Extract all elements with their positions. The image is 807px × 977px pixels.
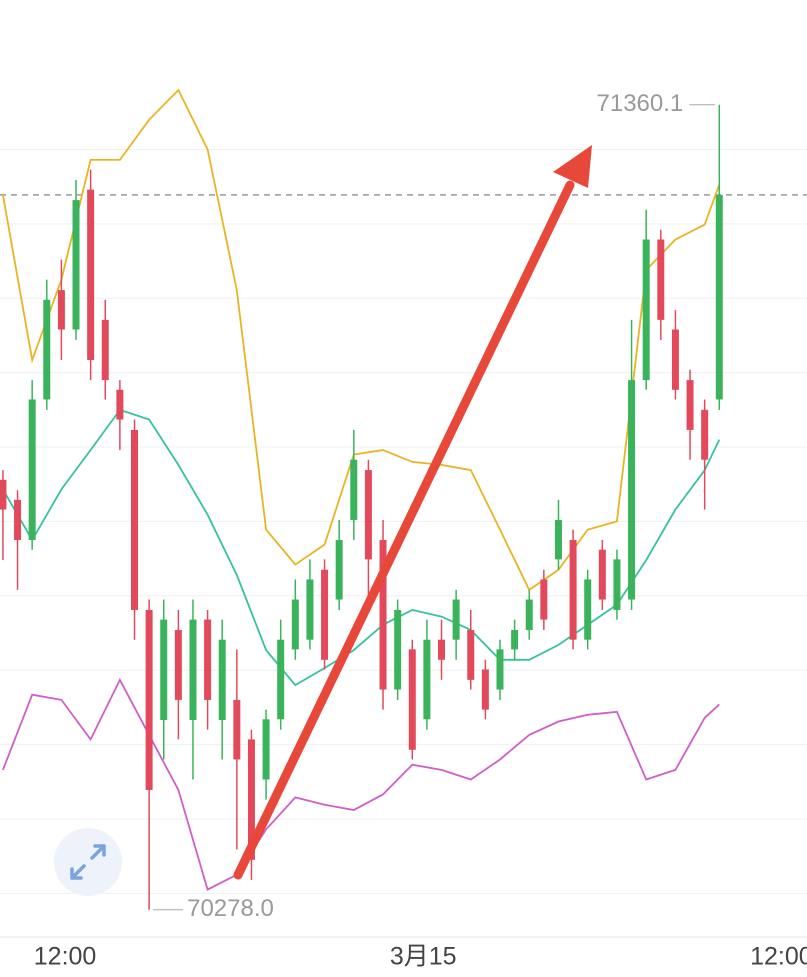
low-label: 70278.0 xyxy=(187,895,274,922)
candle-body xyxy=(306,579,314,640)
candle-body xyxy=(438,639,446,660)
candle-body xyxy=(496,649,504,690)
trend-arrow xyxy=(233,180,575,880)
x-tick-label: 12:00 xyxy=(34,943,97,971)
candle-body xyxy=(686,380,694,430)
x-tick-label: 3月15 xyxy=(390,943,457,971)
candle-body xyxy=(511,630,519,650)
candle-body xyxy=(291,599,299,650)
candle-body xyxy=(481,669,489,710)
candle-body xyxy=(701,409,709,460)
candle-body xyxy=(408,649,416,750)
candle-body xyxy=(116,389,124,420)
candle-body xyxy=(43,299,51,400)
candle-body xyxy=(598,549,606,600)
candle-body xyxy=(584,579,592,640)
candle-body xyxy=(145,609,153,790)
candle-body xyxy=(525,599,533,631)
candle-body xyxy=(28,399,36,541)
candle-body xyxy=(423,639,431,720)
candle-body xyxy=(247,739,255,860)
candle-body xyxy=(671,329,679,390)
indicator-line xyxy=(2,677,720,891)
candle-body xyxy=(540,579,548,620)
candle-body xyxy=(189,619,197,721)
candle-body xyxy=(613,559,621,610)
candle-body xyxy=(364,470,372,560)
candle-body xyxy=(72,200,80,330)
labels: 12:00 3月15 12:00 71360.1 70278.0 xyxy=(34,90,807,970)
candle-body xyxy=(554,519,562,560)
candle-body xyxy=(379,540,387,690)
candles xyxy=(0,104,723,910)
candle-body xyxy=(174,630,182,700)
candle-body xyxy=(452,599,460,640)
candle-body xyxy=(642,239,650,381)
indicator-line xyxy=(2,88,721,592)
high-label: 71360.1 xyxy=(597,90,684,117)
candle-body xyxy=(0,479,7,510)
grid xyxy=(0,149,807,938)
candle-body xyxy=(569,540,577,640)
candle-body xyxy=(233,699,241,760)
candle-body xyxy=(160,619,168,721)
trend-arrow-head xyxy=(553,145,592,188)
indicators xyxy=(2,88,721,891)
indicator-line xyxy=(2,408,721,687)
candle-body xyxy=(218,639,226,721)
candle-body xyxy=(321,569,329,660)
candle-body xyxy=(335,540,343,600)
candle-body xyxy=(204,619,212,700)
candle-body xyxy=(467,630,475,680)
candle-body xyxy=(262,719,270,780)
candle-body xyxy=(131,429,138,610)
candle-body xyxy=(87,189,95,361)
candle-body xyxy=(101,319,109,381)
candle-body xyxy=(277,639,285,720)
candle-body xyxy=(350,459,358,520)
candle-body xyxy=(715,194,723,400)
candle-body xyxy=(57,290,65,330)
candle-body xyxy=(657,239,665,320)
expand-button[interactable] xyxy=(54,828,122,896)
x-tick-label: 12:00 xyxy=(750,943,807,971)
candle-body xyxy=(628,380,636,600)
candle-body xyxy=(394,609,402,690)
candle-body xyxy=(14,499,22,541)
